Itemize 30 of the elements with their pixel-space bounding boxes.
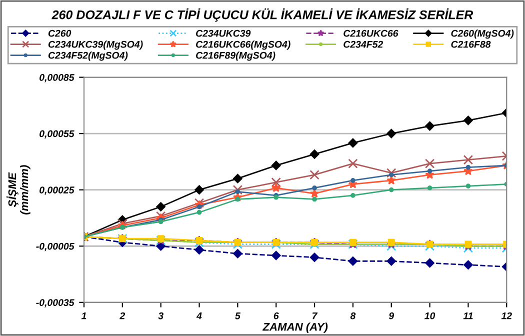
- y-tick-label: -0,00005: [36, 242, 74, 252]
- x-tick-label: 6: [274, 312, 279, 320]
- x-tick-label: 11: [463, 312, 473, 320]
- legend-label: C234F52(MgSO4): [48, 52, 128, 61]
- legend-label: C234F52: [344, 40, 384, 48]
- x-axis-title: ZAMAN (AY): [262, 322, 328, 333]
- x-tick-label: 12: [501, 312, 512, 320]
- x-tick-label: 8: [350, 312, 356, 320]
- x-tick-label: 1: [81, 312, 86, 320]
- legend-label: C216UKC66(MgSO4): [196, 40, 290, 50]
- x-tick-label: 3: [158, 312, 164, 320]
- y-tick-label: 0,00025: [40, 186, 74, 195]
- x-tick-label: 10: [424, 312, 436, 320]
- y-axis-title: ŞİŞME (mm/mm): [6, 165, 30, 214]
- legend-label: C216UKC66: [344, 30, 398, 37]
- legend-label: C234UKC39: [196, 30, 251, 37]
- x-tick-label: 9: [388, 312, 394, 320]
- legend-label: C216F89(MgSO4): [196, 52, 276, 61]
- y-tick-label: 0,00055: [40, 130, 74, 139]
- x-tick-label: 7: [312, 312, 318, 320]
- x-tick-label: 5: [235, 312, 240, 320]
- legend-label: C216F88: [451, 40, 491, 48]
- legend-label: C260: [48, 30, 72, 37]
- chart-title: 260 DOZAJLI F VE C TİPİ UÇUCU KÜL İKAMELİ VE İKAMESİZ SERİLER: [52, 8, 474, 22]
- x-tick-label: 2: [120, 312, 126, 320]
- y-tick-label: 0,00085: [40, 74, 74, 82]
- legend-label: C234UKC39(MgSO4): [48, 40, 143, 50]
- x-tick-label: 4: [196, 312, 202, 320]
- legend-label: C260(MgSO4): [451, 30, 514, 39]
- y-tick-label: -0,00035: [36, 299, 74, 308]
